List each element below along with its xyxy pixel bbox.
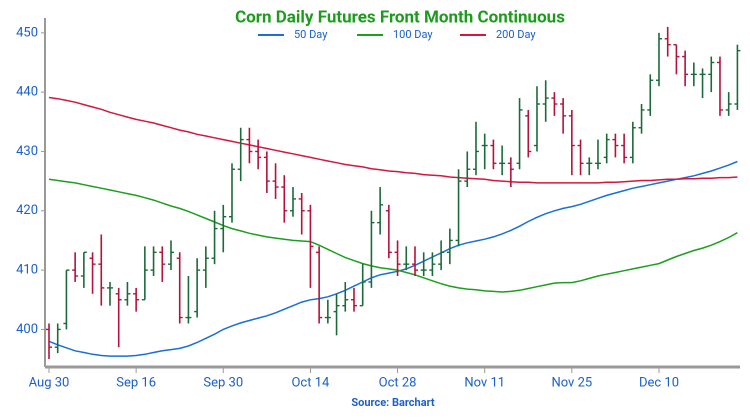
y-tick-label: 450 [16, 25, 38, 40]
ma-line [48, 96, 738, 184]
y-tick-label: 440 [16, 85, 38, 100]
x-tick-label: Sep 16 [116, 375, 156, 390]
source: Source: Barchart [351, 396, 434, 409]
y-tick-label: 420 [16, 203, 38, 218]
legend-label: 50 Day [294, 28, 328, 41]
x-tick-label: Oct 14 [291, 375, 330, 390]
legend-label: 100 Day [393, 28, 433, 41]
ma-line [48, 178, 738, 293]
x-tick-label: Aug 30 [29, 375, 70, 390]
x-tick-label: Nov 11 [464, 375, 505, 390]
legend-label: 200 Day [496, 28, 536, 41]
x-tick-label: Nov 25 [551, 375, 592, 390]
chart-title: Corn Daily Futures Front Month Continuou… [235, 7, 565, 27]
y-tick-label: 400 [16, 322, 38, 337]
x-tick-label: Dec 10 [639, 375, 679, 390]
y-tick-label: 410 [16, 263, 38, 278]
y-tick-label: 430 [16, 144, 38, 159]
x-tick-label: Oct 28 [379, 375, 417, 390]
x-tick-label: Sep 30 [203, 375, 243, 390]
ma-line [48, 160, 738, 357]
